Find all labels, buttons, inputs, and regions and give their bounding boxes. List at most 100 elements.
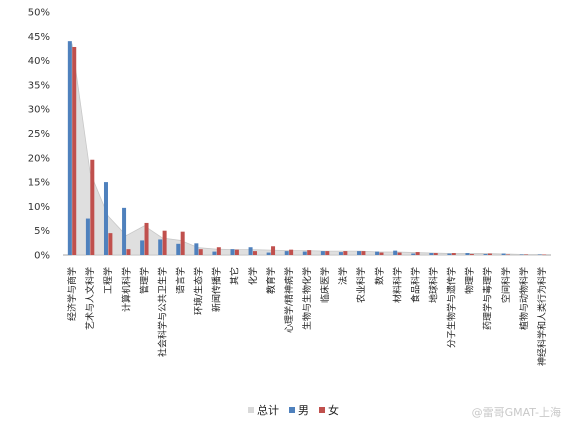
series-total-area xyxy=(71,43,543,256)
x-category-label: 工程学 xyxy=(102,267,114,294)
legend-swatch-female xyxy=(319,407,325,413)
legend-swatch-male xyxy=(289,407,295,413)
bar-female xyxy=(252,251,257,255)
bar-male xyxy=(85,218,90,255)
bar-male xyxy=(212,251,217,255)
bar-female xyxy=(325,251,330,255)
bar-male xyxy=(122,207,127,255)
bar-female xyxy=(433,253,438,255)
bar-female xyxy=(415,252,420,255)
bar-male xyxy=(158,239,163,255)
x-category-label: 经济学与商学 xyxy=(66,267,78,321)
x-category-label: 语言学 xyxy=(174,267,186,294)
x-category-label: 社会科学与公共卫生学 xyxy=(156,267,168,357)
bar-female xyxy=(198,249,203,255)
bar-female xyxy=(144,222,149,255)
bar-male xyxy=(176,243,181,255)
y-tick-label: 10% xyxy=(28,202,50,213)
x-category-label: 植物与动物科学 xyxy=(518,267,530,330)
y-tick-label: 25% xyxy=(28,129,50,140)
y-tick-label: 30% xyxy=(28,105,50,116)
x-category-label: 其它 xyxy=(229,267,241,285)
legend-swatch-total xyxy=(248,407,254,413)
x-category-label: 化学 xyxy=(247,267,259,285)
bar-female xyxy=(234,249,239,255)
y-tick-label: 40% xyxy=(28,56,50,67)
bar-female xyxy=(487,253,492,255)
x-category-label: 法学 xyxy=(337,267,349,285)
bar-female xyxy=(72,46,77,255)
bar-female xyxy=(108,233,113,255)
x-category-label: 新闻传播学 xyxy=(211,267,223,312)
bar-male xyxy=(67,41,72,255)
bar-male xyxy=(375,251,380,255)
x-category-label: 物理学 xyxy=(464,267,476,294)
x-category-label: 食品科学 xyxy=(409,267,421,303)
bar-female xyxy=(162,230,167,255)
bar-male xyxy=(230,249,235,255)
x-category-label: 分子生物学与遗传学 xyxy=(446,267,458,348)
bar-female xyxy=(397,252,402,255)
bar-male xyxy=(357,251,362,255)
legend-item-male: 男 xyxy=(289,402,309,418)
bar-male xyxy=(393,250,398,255)
y-tick-label: 5% xyxy=(34,226,50,237)
legend: 总计 男 女 xyxy=(248,402,339,418)
bar-male xyxy=(140,240,145,255)
bar-male xyxy=(103,182,108,255)
x-category-label: 生物与生物化学 xyxy=(301,267,313,330)
legend-label-total: 总计 xyxy=(257,404,279,417)
bar-female xyxy=(379,252,384,255)
x-category-label: 神经科学和人类行为科学 xyxy=(536,267,548,366)
legend-item-female: 女 xyxy=(319,402,339,418)
bar-female xyxy=(289,249,294,255)
x-category-label: 材料科学 xyxy=(391,267,403,303)
bar-male xyxy=(429,253,434,255)
x-category-label: 教育学 xyxy=(265,267,277,294)
bar-female xyxy=(307,250,312,255)
x-category-label: 空间科学 xyxy=(500,267,512,303)
x-category-label: 艺术与人文科学 xyxy=(84,267,96,330)
y-tick-label: 20% xyxy=(28,153,50,164)
bar-male xyxy=(248,247,253,255)
x-category-label: 数学 xyxy=(373,267,385,285)
bar-male xyxy=(447,253,452,255)
bar-male xyxy=(266,252,271,255)
bar-female xyxy=(216,247,221,255)
bar-female xyxy=(469,254,474,255)
y-tick-label: 45% xyxy=(28,32,50,43)
bar-female xyxy=(90,159,95,255)
bar-male xyxy=(501,253,506,255)
x-category-label: 计算机科学 xyxy=(120,267,132,312)
bar-female xyxy=(126,249,131,255)
bar-female xyxy=(451,253,456,255)
legend-label-female: 女 xyxy=(328,404,339,417)
bar-male xyxy=(194,243,199,255)
bar-female xyxy=(343,251,348,255)
bar-female xyxy=(180,231,185,255)
y-tick-label: 35% xyxy=(28,80,50,91)
watermark: @雷哥GMAT-上海 xyxy=(471,406,561,419)
legend-label-male: 男 xyxy=(298,404,309,417)
x-category-label: 地球科学 xyxy=(428,267,440,303)
y-tick-label: 50% xyxy=(28,8,50,19)
bar-female xyxy=(361,251,366,255)
x-category-label: 管理学 xyxy=(138,267,150,294)
x-category-label: 农业科学 xyxy=(355,267,367,303)
bar-male xyxy=(302,251,307,255)
bar-male xyxy=(465,253,470,255)
legend-item-total: 总计 xyxy=(248,402,279,418)
bar-male xyxy=(320,251,325,255)
bar-male xyxy=(284,251,289,255)
x-category-label: 临床医学 xyxy=(319,267,331,303)
bar-male xyxy=(411,253,416,255)
bar-male xyxy=(483,254,488,255)
x-category-label: 药理学与毒理学 xyxy=(482,267,494,330)
y-tick-label: 0% xyxy=(34,251,50,262)
x-category-label: 心理学/精神病学 xyxy=(283,267,295,333)
bar-female xyxy=(271,246,276,255)
bar-male xyxy=(338,252,343,255)
x-category-label: 环境/生态学 xyxy=(193,267,205,315)
